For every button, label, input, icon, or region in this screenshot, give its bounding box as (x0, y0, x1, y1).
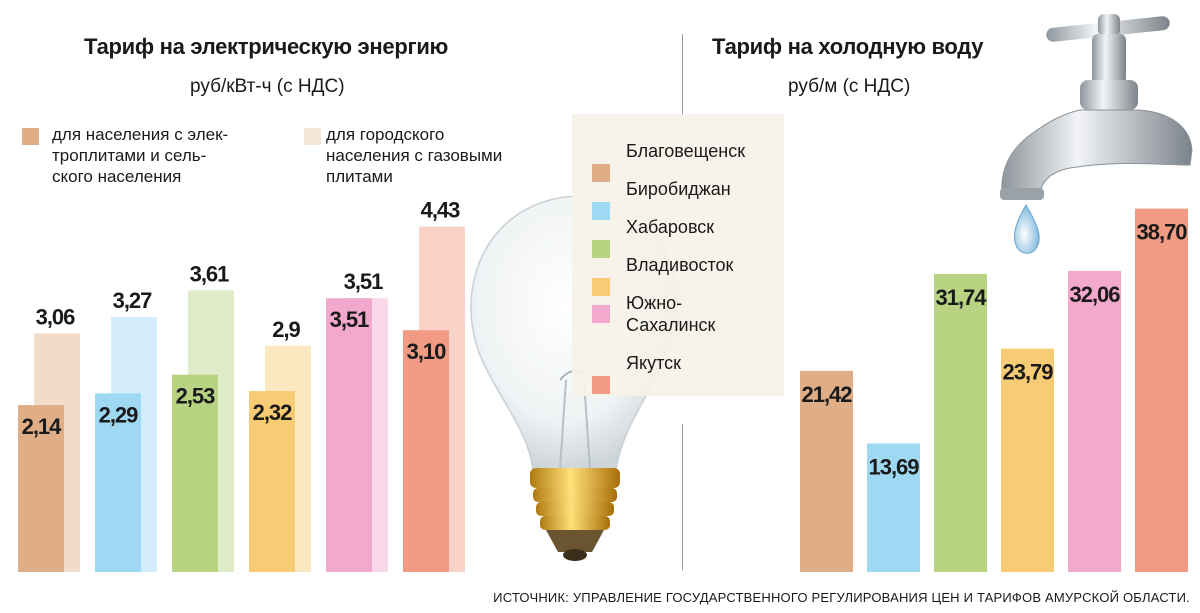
bar-water-2 (934, 273, 987, 572)
label-gas-1: 3,27 (113, 288, 153, 313)
bar-rural-1 (95, 393, 141, 572)
label-water-3: 23,79 (1002, 360, 1053, 385)
legend-gas-label: для городского населения с газовыми плит… (326, 125, 503, 186)
legend-label: Хабаровск (626, 217, 715, 237)
legend-swatch (592, 305, 610, 323)
legend-label: Якутск (626, 353, 681, 373)
label-water-5: 38,70 (1136, 220, 1187, 245)
bar-water-0 (800, 370, 853, 572)
label-gas-3: 2,9 (272, 317, 300, 342)
bar-water-5 (1135, 208, 1188, 572)
bar-water-4 (1068, 270, 1121, 572)
electricity-chart: 3,06 2,14 3,27 2,29 3,61 2,53 2,9 2,32 3,51 3,51 4… (18, 197, 465, 572)
label-rural-4: 3,51 (330, 307, 370, 332)
label-rural-0: 2,14 (22, 414, 63, 439)
bar-rural-0 (18, 405, 64, 572)
source-note: ИСТОЧНИК: УПРАВЛЕНИЕ ГОСУДАРСТВЕННОГО РЕ… (493, 590, 1190, 605)
bar-rural-2 (172, 374, 218, 572)
label-water-1: 13,69 (868, 454, 919, 479)
label-gas-2: 3,61 (190, 261, 230, 286)
legend-label: Южно- Сахалинск (626, 293, 716, 335)
city-legend: Благовещенск Биробиджан Хабаровск Владив… (572, 114, 784, 396)
bar-water-1 (867, 443, 920, 572)
legend-swatch (592, 240, 610, 258)
label-rural-3: 2,32 (253, 400, 293, 425)
legend-swatch-rural (22, 128, 39, 145)
bar-rural-4 (326, 298, 372, 572)
bar-rural-3 (249, 391, 295, 572)
label-water-4: 32,06 (1069, 282, 1120, 307)
legend-swatch (592, 202, 610, 220)
legend-label: Благовещенск (626, 141, 746, 161)
legend-swatch (592, 164, 610, 182)
legend-swatch-gas (304, 128, 321, 145)
label-water-2: 31,74 (935, 285, 987, 310)
legend-label: Биробиджан (626, 179, 731, 199)
label-gas-0: 3,06 (36, 304, 76, 329)
water-chart: 21,42 13,69 31,74 23,79 32,06 38,70 (800, 208, 1188, 572)
label-rural-2: 2,53 (176, 384, 216, 409)
bar-water-3 (1001, 348, 1054, 572)
label-gas-5: 4,43 (421, 197, 461, 222)
legend-swatch (592, 376, 610, 394)
label-gas-4: 3,51 (344, 269, 384, 294)
electricity-unit: руб/кВт-ч (с НДС) (190, 76, 345, 97)
legend-rural-label: для населения с элек- троплитами и сель-… (52, 125, 229, 186)
legend-swatch (592, 278, 610, 296)
water-unit: руб/м (с НДС) (788, 76, 911, 97)
label-rural-1: 2,29 (99, 402, 139, 427)
electricity-title: Тариф на электрическую энергию (84, 34, 449, 59)
label-rural-5: 3,10 (407, 339, 447, 364)
legend-label: Владивосток (626, 255, 734, 275)
water-tap-icon (1000, 14, 1193, 254)
water-title: Тариф на холодную воду (712, 34, 984, 59)
bar-rural-5 (403, 330, 449, 572)
label-water-0: 21,42 (801, 382, 852, 407)
divider-bottom (682, 424, 683, 570)
divider-top (682, 34, 683, 119)
